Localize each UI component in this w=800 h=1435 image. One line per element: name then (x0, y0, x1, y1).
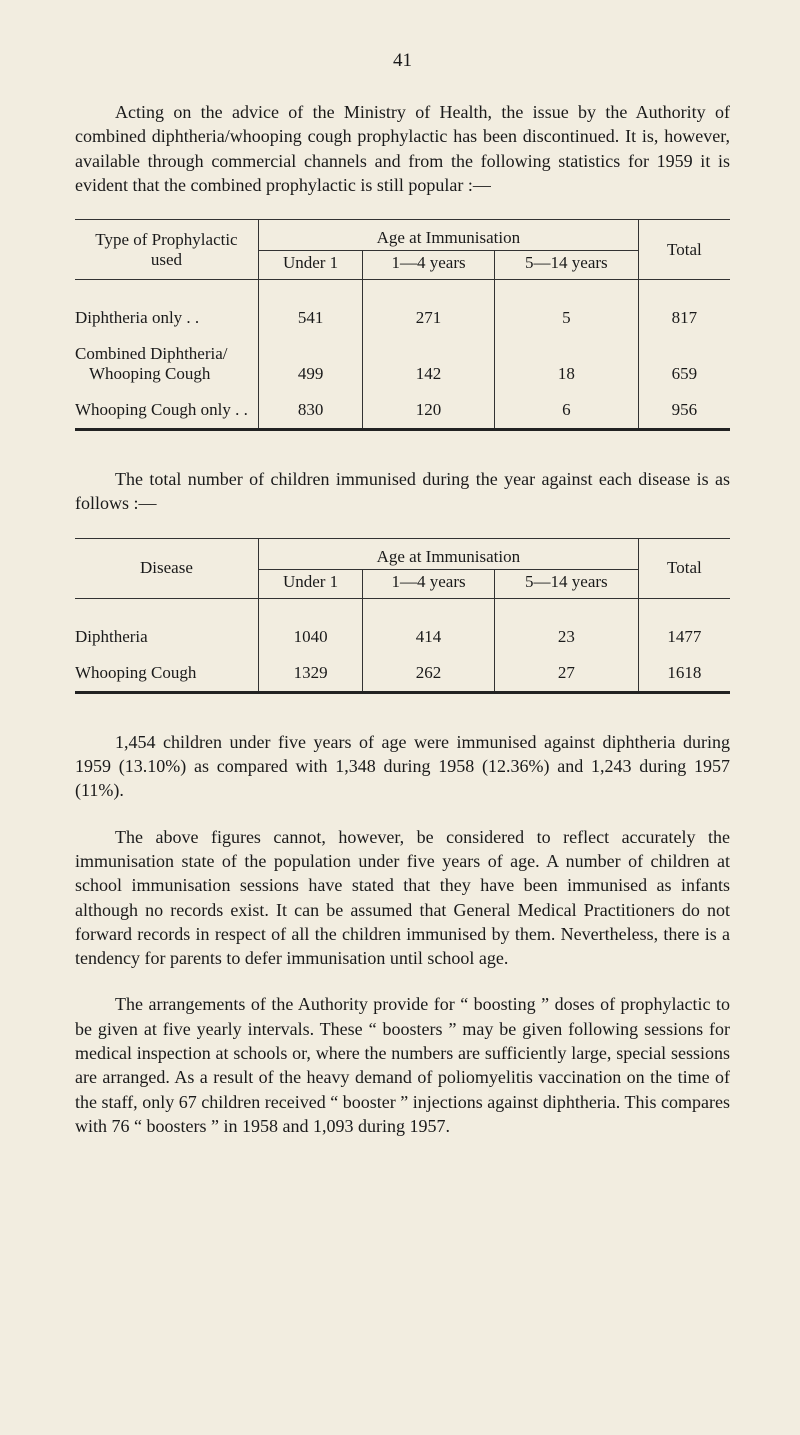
cell-label: Whooping Cough (75, 364, 258, 392)
table-row: Whooping Cough only . . 830 120 6 956 (75, 392, 730, 430)
cell-value: 830 (258, 392, 362, 430)
cell-value: 1329 (258, 655, 362, 693)
cell-value: 541 (258, 300, 362, 336)
table-row: Diphtheria 1040 414 23 1477 (75, 619, 730, 655)
table-row: Whooping Cough 1329 262 27 1618 (75, 655, 730, 693)
th-age: Age at Immunisation (258, 220, 638, 251)
cell-value: 18 (494, 364, 638, 392)
th-disease: Disease (75, 538, 258, 598)
cell-label: Diphtheria only . . (75, 300, 258, 336)
th-5-14: 5—14 years (494, 251, 638, 280)
table-row: Diphtheria only . . 541 271 5 817 (75, 300, 730, 336)
cell-value: 817 (638, 300, 730, 336)
table-row: Whooping Cough 499 142 18 659 (75, 364, 730, 392)
cell-value: 1477 (638, 619, 730, 655)
paragraph-1: Acting on the advice of the Ministry of … (75, 100, 730, 197)
cell-value: 1040 (258, 619, 362, 655)
cell-value: 120 (363, 392, 495, 430)
paragraph-2: The total number of children immunised d… (75, 467, 730, 516)
page-number: 41 (75, 50, 730, 72)
cell-value: 659 (638, 364, 730, 392)
paragraph-3: 1,454 children under five years of age w… (75, 730, 730, 803)
page: 41 Acting on the advice of the Ministry … (0, 0, 800, 1220)
cell-value: 262 (363, 655, 495, 693)
cell-label: Whooping Cough only . . (75, 392, 258, 430)
cell-value: 27 (494, 655, 638, 693)
cell-label: Whooping Cough (75, 655, 258, 693)
cell-value: 1618 (638, 655, 730, 693)
cell-value: 142 (363, 364, 495, 392)
th-1-4: 1—4 years (363, 569, 495, 598)
cell-value: 5 (494, 300, 638, 336)
cell-value: 6 (494, 392, 638, 430)
table-row: Combined Diphtheria/ (75, 336, 730, 364)
cell-value: 271 (363, 300, 495, 336)
th-type: Type of Prophylactic used (75, 220, 258, 280)
th-total: Total (638, 538, 730, 598)
th-under1: Under 1 (258, 251, 362, 280)
cell-value: 956 (638, 392, 730, 430)
table-prophylactic: Type of Prophylactic used Age at Immunis… (75, 219, 730, 431)
th-5-14: 5—14 years (494, 569, 638, 598)
paragraph-4: The above figures cannot, however, be co… (75, 825, 730, 971)
cell-value: 414 (363, 619, 495, 655)
th-1-4: 1—4 years (363, 251, 495, 280)
cell-label: Combined Diphtheria/ (75, 336, 258, 364)
cell-value: 23 (494, 619, 638, 655)
th-age: Age at Immunisation (258, 538, 638, 569)
cell-value: 499 (258, 364, 362, 392)
cell-label: Diphtheria (75, 619, 258, 655)
th-under1: Under 1 (258, 569, 362, 598)
paragraph-5: The arrangements of the Authority provid… (75, 992, 730, 1138)
th-total: Total (638, 220, 730, 280)
table-disease: Disease Age at Immunisation Total Under … (75, 538, 730, 694)
